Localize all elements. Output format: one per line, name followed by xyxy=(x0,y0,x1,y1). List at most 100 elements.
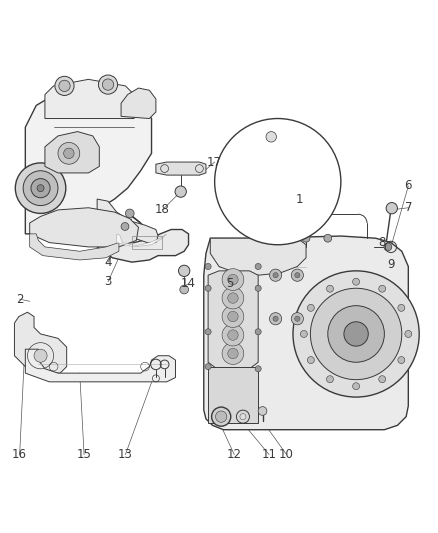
Circle shape xyxy=(353,383,360,390)
Polygon shape xyxy=(14,312,67,373)
Text: 4: 4 xyxy=(104,256,112,269)
Circle shape xyxy=(353,278,360,285)
Polygon shape xyxy=(30,208,138,247)
Text: 12: 12 xyxy=(227,448,242,461)
Circle shape xyxy=(398,304,405,311)
Circle shape xyxy=(121,223,129,230)
Circle shape xyxy=(222,269,244,290)
Circle shape xyxy=(59,80,70,92)
Polygon shape xyxy=(97,219,188,262)
Polygon shape xyxy=(45,132,99,173)
Circle shape xyxy=(228,311,238,322)
Circle shape xyxy=(205,285,211,292)
Circle shape xyxy=(179,265,190,277)
Text: 18: 18 xyxy=(155,204,170,216)
Text: 8: 8 xyxy=(378,236,386,249)
Circle shape xyxy=(23,171,58,206)
Text: 13: 13 xyxy=(118,448,133,461)
Circle shape xyxy=(99,75,117,94)
Circle shape xyxy=(228,274,238,285)
Text: 16: 16 xyxy=(12,448,27,461)
Text: 3: 3 xyxy=(104,275,112,288)
Circle shape xyxy=(37,184,44,192)
Circle shape xyxy=(344,322,368,346)
Circle shape xyxy=(280,232,288,240)
Circle shape xyxy=(240,414,246,419)
Circle shape xyxy=(291,313,304,325)
Circle shape xyxy=(34,349,47,362)
Circle shape xyxy=(255,263,261,270)
Circle shape xyxy=(15,163,66,213)
Circle shape xyxy=(228,330,238,340)
Circle shape xyxy=(258,407,267,415)
Text: 17: 17 xyxy=(207,156,222,168)
Circle shape xyxy=(102,79,114,90)
Circle shape xyxy=(405,330,412,337)
Polygon shape xyxy=(30,234,119,260)
Circle shape xyxy=(125,209,134,218)
Circle shape xyxy=(228,349,238,359)
Polygon shape xyxy=(117,234,167,247)
Text: 7: 7 xyxy=(405,201,412,214)
Circle shape xyxy=(222,324,244,346)
Polygon shape xyxy=(210,238,306,275)
Circle shape xyxy=(291,269,304,281)
Circle shape xyxy=(212,407,231,426)
Circle shape xyxy=(328,305,385,362)
Text: 11: 11 xyxy=(261,448,276,461)
Circle shape xyxy=(326,285,333,292)
Circle shape xyxy=(398,357,405,364)
Circle shape xyxy=(222,343,244,365)
Circle shape xyxy=(58,142,80,164)
Circle shape xyxy=(215,411,227,422)
Circle shape xyxy=(307,357,314,364)
Circle shape xyxy=(307,304,314,311)
Circle shape xyxy=(222,305,244,327)
Polygon shape xyxy=(156,162,206,175)
Polygon shape xyxy=(208,271,258,369)
Circle shape xyxy=(293,271,419,397)
Circle shape xyxy=(295,272,300,278)
Circle shape xyxy=(379,285,386,292)
Polygon shape xyxy=(208,367,258,423)
Circle shape xyxy=(255,366,261,372)
Polygon shape xyxy=(25,349,176,382)
Circle shape xyxy=(222,287,244,309)
Circle shape xyxy=(205,364,211,370)
Circle shape xyxy=(384,243,392,251)
Circle shape xyxy=(255,329,261,335)
Text: 6: 6 xyxy=(405,180,412,192)
Circle shape xyxy=(300,330,307,337)
Circle shape xyxy=(55,76,74,95)
Circle shape xyxy=(311,288,402,379)
Circle shape xyxy=(379,376,386,383)
Text: 10: 10 xyxy=(279,448,294,461)
Text: 5: 5 xyxy=(226,277,233,290)
Circle shape xyxy=(269,269,282,281)
Circle shape xyxy=(175,186,186,197)
Circle shape xyxy=(386,203,397,214)
Text: 15: 15 xyxy=(77,448,92,461)
Circle shape xyxy=(31,179,50,198)
Circle shape xyxy=(180,285,188,294)
Polygon shape xyxy=(204,236,408,430)
Polygon shape xyxy=(97,199,158,243)
Circle shape xyxy=(258,235,266,242)
Circle shape xyxy=(205,263,211,270)
Polygon shape xyxy=(121,88,156,118)
Circle shape xyxy=(205,329,211,335)
Polygon shape xyxy=(25,88,152,234)
Circle shape xyxy=(64,148,74,158)
Circle shape xyxy=(302,235,310,242)
Circle shape xyxy=(228,293,238,303)
Circle shape xyxy=(326,376,333,383)
Circle shape xyxy=(266,132,276,142)
Circle shape xyxy=(295,316,300,321)
Circle shape xyxy=(273,272,278,278)
Polygon shape xyxy=(45,79,134,118)
Circle shape xyxy=(324,235,332,242)
Text: 1: 1 xyxy=(296,192,303,206)
Circle shape xyxy=(215,118,341,245)
Text: 2: 2 xyxy=(16,293,23,305)
Text: 9: 9 xyxy=(387,258,395,271)
